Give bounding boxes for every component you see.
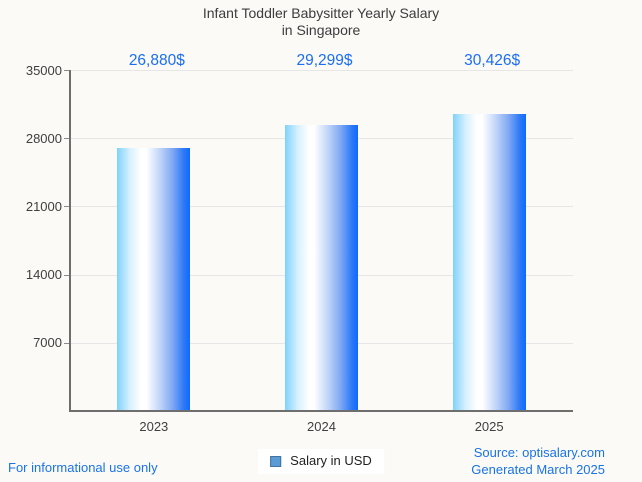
bar-2024	[285, 124, 358, 410]
y-tick-label: 7000	[33, 335, 62, 351]
y-axis-tick	[64, 274, 70, 276]
gridline	[70, 70, 573, 71]
chart-title-line2: in Singapore	[281, 22, 361, 38]
legend: Salary in USD	[258, 449, 384, 474]
source-text: Source: optisalary.com	[473, 445, 605, 460]
x-tick-label-2025: 2025	[474, 419, 504, 434]
bar-2025	[452, 113, 526, 410]
y-tick-label: 35000	[25, 62, 62, 78]
y-axis-tick	[64, 138, 70, 140]
legend-swatch-icon	[270, 455, 282, 467]
y-axis-tick	[64, 342, 70, 344]
bar-value-label-2025: 30,426$	[464, 52, 521, 69]
bar-value-label-2023: 26,880$	[128, 52, 185, 69]
y-tick-label: 21000	[25, 198, 62, 214]
generated-text: Generated March 2025	[471, 462, 605, 477]
bar-value-label-2024: 29,299$	[296, 52, 353, 69]
y-tick-label: 28000	[25, 130, 62, 146]
y-axis-tick	[64, 206, 70, 208]
x-axis-line	[69, 410, 573, 412]
legend-label: Salary in USD	[290, 453, 372, 468]
bar-2023	[117, 148, 191, 410]
y-tick-label: 14000	[25, 267, 62, 283]
disclaimer-text: For informational use only	[8, 460, 158, 475]
chart-title-line1: Infant Toddler Babysitter Yearly Salary	[202, 5, 440, 21]
y-axis-tick	[64, 70, 70, 71]
chart-title: Infant Toddler Babysitter Yearly Salary …	[0, 5, 642, 39]
source-block: Source: optisalary.com Generated March 2…	[471, 444, 605, 478]
y-axis-line	[69, 70, 71, 412]
x-tick-label-2023: 2023	[139, 419, 169, 434]
x-tick-label-2024: 2024	[307, 419, 336, 434]
